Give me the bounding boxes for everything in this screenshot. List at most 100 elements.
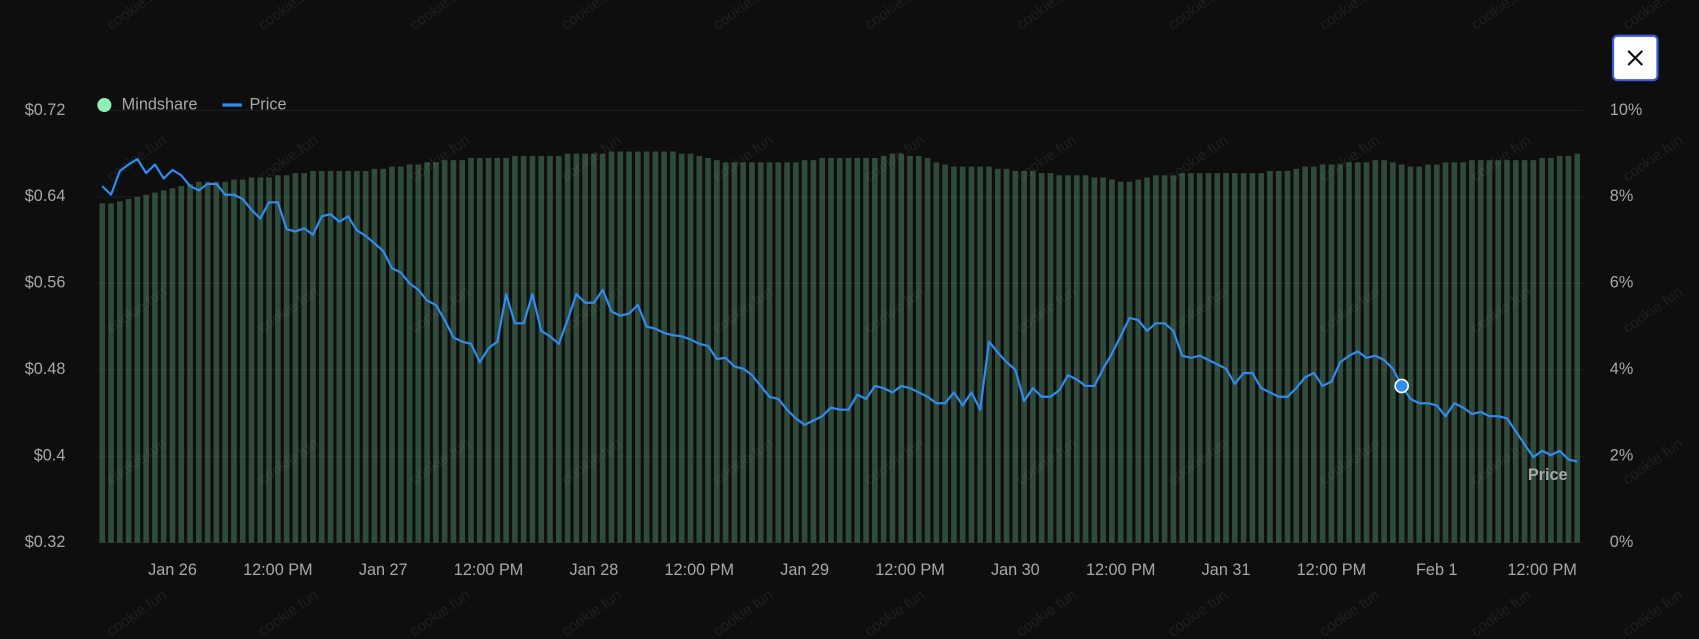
y2-tick-label: 2% bbox=[1610, 446, 1633, 464]
bar bbox=[573, 153, 580, 543]
x-tick-label: Feb 1 bbox=[1416, 561, 1458, 579]
bar bbox=[1144, 177, 1150, 543]
legend-label: Mindshare bbox=[122, 95, 198, 113]
bar bbox=[757, 162, 764, 543]
bar bbox=[643, 151, 650, 543]
bar bbox=[380, 168, 387, 543]
bar bbox=[696, 155, 703, 543]
bar bbox=[222, 181, 228, 543]
bar bbox=[1433, 164, 1440, 543]
bar bbox=[327, 170, 334, 543]
bar bbox=[1170, 175, 1177, 543]
bar bbox=[248, 177, 255, 543]
x-tick-label: 12:00 PM bbox=[1086, 561, 1155, 579]
bar bbox=[1012, 170, 1019, 543]
x-tick-label: Jan 27 bbox=[359, 561, 408, 579]
x-tick-label: Jan 28 bbox=[570, 561, 619, 579]
bar bbox=[977, 166, 984, 543]
close-icon[interactable] bbox=[1627, 50, 1644, 66]
bar bbox=[740, 162, 746, 543]
bar bbox=[231, 179, 237, 543]
bar bbox=[959, 166, 966, 543]
bar bbox=[1512, 160, 1519, 543]
bar bbox=[152, 192, 158, 543]
y2-tick-label: 4% bbox=[1610, 360, 1633, 378]
bar bbox=[178, 186, 185, 543]
x-tick-label: Jan 30 bbox=[991, 561, 1040, 579]
bar bbox=[564, 153, 571, 543]
bar bbox=[538, 155, 545, 543]
bar bbox=[468, 158, 474, 543]
bar bbox=[863, 158, 869, 543]
bar bbox=[125, 199, 132, 543]
bar bbox=[1232, 173, 1238, 543]
bar bbox=[1556, 155, 1563, 543]
bar bbox=[1539, 158, 1545, 543]
bar bbox=[994, 168, 1001, 543]
bar bbox=[678, 153, 685, 543]
bar bbox=[1337, 164, 1344, 543]
bar bbox=[1073, 175, 1080, 543]
bar bbox=[1267, 170, 1273, 543]
bar bbox=[494, 158, 501, 543]
bar bbox=[1153, 175, 1159, 543]
close-button[interactable] bbox=[1611, 34, 1659, 82]
bar bbox=[1442, 162, 1449, 543]
bar bbox=[915, 155, 922, 543]
bar bbox=[1372, 160, 1379, 543]
bar bbox=[1574, 153, 1581, 543]
bar bbox=[345, 170, 351, 543]
bar bbox=[1275, 170, 1282, 543]
x-tick-label: 12:00 PM bbox=[454, 561, 524, 579]
bar bbox=[389, 166, 395, 543]
bar bbox=[1047, 173, 1054, 543]
bar bbox=[512, 155, 518, 543]
bar bbox=[1196, 173, 1203, 543]
bar bbox=[1530, 160, 1537, 543]
bar bbox=[99, 203, 106, 543]
bar bbox=[503, 158, 509, 543]
bar bbox=[766, 162, 773, 543]
bar bbox=[1302, 166, 1308, 543]
bar bbox=[714, 160, 720, 543]
bar bbox=[661, 151, 667, 543]
bar bbox=[652, 151, 659, 543]
x-tick-label: 12:00 PM bbox=[243, 561, 313, 579]
bar bbox=[459, 160, 466, 543]
bar bbox=[775, 162, 782, 543]
bar bbox=[942, 164, 948, 543]
bar bbox=[160, 190, 167, 543]
y-tick-label: $0.56 bbox=[25, 274, 66, 292]
x-tick-label: Jan 29 bbox=[780, 561, 829, 579]
y2-tick-label: 8% bbox=[1610, 187, 1633, 205]
bar bbox=[722, 162, 729, 543]
bar bbox=[117, 201, 123, 543]
bar bbox=[1091, 177, 1098, 543]
bar bbox=[1100, 177, 1106, 543]
bar bbox=[687, 153, 694, 543]
y-tick-label: $0.72 bbox=[25, 101, 66, 119]
bar bbox=[1038, 173, 1045, 543]
bar bbox=[1328, 164, 1335, 543]
bar bbox=[310, 170, 316, 543]
bar bbox=[1504, 160, 1510, 543]
bar bbox=[933, 162, 940, 543]
bar bbox=[810, 160, 817, 543]
bar bbox=[784, 162, 790, 543]
x-tick-label: 12:00 PM bbox=[665, 561, 735, 579]
bar bbox=[880, 155, 887, 543]
bar bbox=[968, 166, 975, 543]
bar bbox=[1293, 168, 1300, 543]
bar bbox=[354, 170, 360, 543]
bar bbox=[1319, 164, 1326, 543]
bar bbox=[1003, 168, 1010, 543]
bar bbox=[951, 166, 957, 543]
x-tick-label: 12:00 PM bbox=[1507, 561, 1577, 579]
bar bbox=[801, 160, 808, 543]
bar bbox=[1390, 162, 1396, 543]
y-tick-label: $0.48 bbox=[25, 360, 66, 378]
bar bbox=[450, 160, 457, 543]
